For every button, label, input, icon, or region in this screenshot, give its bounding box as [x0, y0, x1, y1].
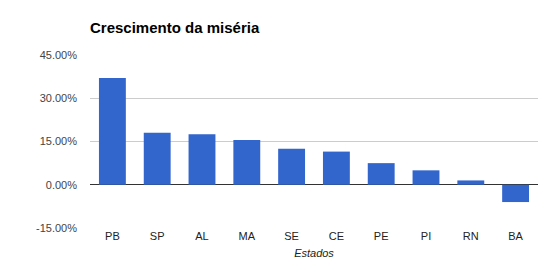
svg-text:15.00%: 15.00% — [40, 135, 78, 147]
svg-text:PI: PI — [421, 230, 431, 242]
svg-text:RN: RN — [463, 230, 479, 242]
svg-text:45.00%: 45.00% — [40, 49, 78, 61]
svg-text:SP: SP — [150, 230, 165, 242]
svg-text:PE: PE — [374, 230, 389, 242]
svg-text:Estados: Estados — [294, 247, 334, 259]
svg-text:CE: CE — [329, 230, 344, 242]
svg-text:PB: PB — [105, 230, 120, 242]
svg-text:BA: BA — [508, 230, 523, 242]
svg-text:30.00%: 30.00% — [40, 92, 78, 104]
svg-text:0.00%: 0.00% — [46, 179, 77, 191]
svg-text:SE: SE — [284, 230, 299, 242]
svg-text:-15.00%: -15.00% — [36, 222, 77, 234]
svg-text:MA: MA — [239, 230, 256, 242]
svg-text:Crescimento da miséria: Crescimento da miséria — [90, 19, 260, 36]
svg-text:AL: AL — [195, 230, 208, 242]
